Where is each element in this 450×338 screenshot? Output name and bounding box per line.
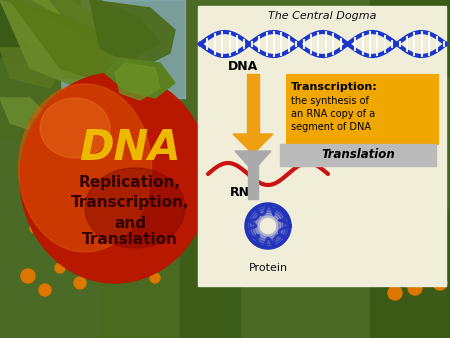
Bar	[370, 0, 450, 338]
Text: Translation: Translation	[82, 233, 178, 247]
Ellipse shape	[388, 286, 402, 300]
Polygon shape	[233, 134, 273, 154]
Text: DNA: DNA	[79, 127, 181, 169]
Ellipse shape	[135, 258, 145, 268]
Bar	[180, 188, 240, 338]
Ellipse shape	[85, 168, 185, 248]
Polygon shape	[115, 63, 160, 100]
Bar	[286, 74, 438, 144]
Ellipse shape	[30, 223, 40, 233]
Polygon shape	[90, 0, 175, 68]
Ellipse shape	[20, 73, 210, 283]
Text: Transcription,: Transcription,	[71, 195, 189, 211]
Ellipse shape	[150, 273, 160, 283]
Text: the synthesis of
an RNA copy of a
segment of DNA: the synthesis of an RNA copy of a segmen…	[291, 96, 375, 131]
Text: Translation: Translation	[321, 148, 395, 162]
Ellipse shape	[166, 254, 174, 262]
Ellipse shape	[74, 277, 86, 289]
Bar	[247, 74, 259, 136]
Polygon shape	[105, 58, 175, 98]
Text: and: and	[114, 216, 146, 231]
Bar	[410, 78, 450, 208]
Text: RNA: RNA	[230, 186, 260, 198]
Polygon shape	[0, 48, 60, 88]
Ellipse shape	[39, 284, 51, 296]
Text: Protein: Protein	[248, 263, 288, 273]
Text: The Central Dogma: The Central Dogma	[268, 11, 376, 21]
Ellipse shape	[364, 222, 376, 234]
Ellipse shape	[424, 257, 436, 269]
Ellipse shape	[390, 213, 400, 223]
Ellipse shape	[399, 262, 411, 274]
Polygon shape	[50, 0, 160, 60]
Ellipse shape	[415, 243, 425, 253]
Ellipse shape	[40, 98, 110, 158]
Polygon shape	[30, 118, 90, 158]
Ellipse shape	[433, 276, 447, 290]
Bar	[55, 0, 185, 98]
Ellipse shape	[55, 263, 65, 273]
Bar	[100, 138, 220, 338]
Polygon shape	[0, 98, 50, 133]
Ellipse shape	[372, 270, 388, 286]
Polygon shape	[235, 151, 271, 171]
Polygon shape	[0, 0, 120, 88]
Polygon shape	[0, 0, 110, 78]
Ellipse shape	[21, 269, 35, 283]
Ellipse shape	[380, 238, 390, 248]
Text: Transcription:: Transcription:	[291, 82, 378, 92]
Ellipse shape	[45, 238, 55, 248]
Ellipse shape	[61, 214, 69, 222]
Bar	[248, 153, 258, 199]
Polygon shape	[30, 0, 130, 58]
Bar	[280, 144, 436, 166]
Bar	[198, 6, 446, 286]
Polygon shape	[0, 0, 110, 68]
Text: Replication,: Replication,	[79, 175, 181, 191]
Ellipse shape	[18, 84, 152, 252]
Bar	[0, 58, 60, 138]
Text: DNA: DNA	[228, 59, 258, 72]
Polygon shape	[10, 0, 150, 88]
Bar	[0, 0, 80, 78]
Ellipse shape	[408, 281, 422, 295]
